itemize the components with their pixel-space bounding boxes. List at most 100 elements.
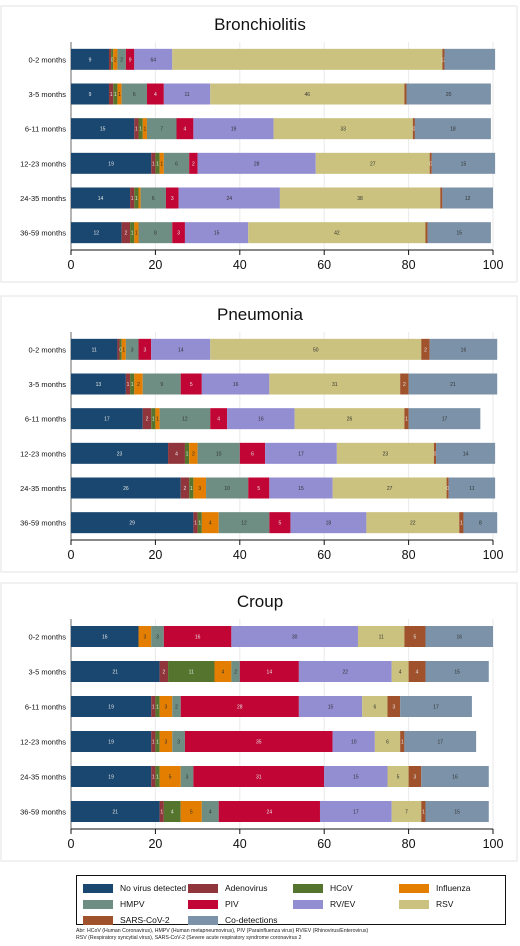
- bar-segment-co-detections: [425, 626, 493, 647]
- data-label: 1: [139, 127, 142, 133]
- bar-segment-rsv: [269, 373, 401, 395]
- data-label: 0: [446, 486, 449, 492]
- bar-segment-hcov: [138, 118, 143, 140]
- bar-segment-rv-ev: [184, 222, 249, 244]
- bar-segment-co-detections: [425, 661, 489, 682]
- legend-label: Adenovirus: [225, 883, 268, 893]
- legend-swatch: [188, 883, 218, 893]
- legend-label: SARS-CoV-2: [120, 915, 170, 925]
- bar-segment-sars-cov-2: [408, 661, 426, 682]
- data-label: 3: [177, 231, 180, 237]
- bar-segment-piv: [180, 696, 299, 717]
- data-label: 15: [461, 161, 467, 167]
- bar-segment-rv-ev: [269, 477, 333, 499]
- legend-label: HMPV: [120, 899, 145, 909]
- bar-segment-piv: [125, 48, 135, 70]
- bar-segment-hmpv: [146, 118, 177, 140]
- bar-segment-hmpv: [172, 696, 181, 717]
- category-label: 24-35 months: [20, 773, 66, 782]
- x-tick-label: 60: [317, 548, 331, 562]
- data-label: 19: [231, 127, 237, 133]
- x-tick-label: 0: [68, 837, 75, 851]
- legend-item-hmpv: HMPV: [83, 899, 145, 909]
- legend-label: Co-detections: [225, 915, 278, 925]
- bar-segment-rv-ev: [298, 696, 363, 717]
- bar-segment-sars-cov-2: [459, 512, 464, 534]
- x-tick-label: 40: [233, 258, 247, 272]
- bar-segment-influenza: [155, 408, 160, 430]
- data-label: 7: [160, 127, 163, 133]
- data-label: 46: [305, 92, 311, 98]
- data-label: 13: [96, 382, 102, 388]
- data-label: 10: [224, 486, 230, 492]
- bar-segment-no-virus-detected: [71, 83, 109, 105]
- data-label: 9: [89, 57, 92, 63]
- bar-segment-sars-cov-2: [440, 187, 443, 209]
- data-label: 27: [370, 161, 376, 167]
- data-label: 5: [397, 775, 400, 781]
- category-label: 6-11 months: [25, 125, 66, 134]
- data-label: 15: [100, 127, 106, 133]
- bar-segment-piv: [165, 187, 179, 209]
- data-label: 23: [383, 451, 389, 457]
- data-label: 16: [461, 347, 467, 353]
- x-tick-label: 0: [68, 258, 75, 272]
- bar-segment-rsv: [273, 118, 413, 140]
- bar-segment-sars-cov-2: [421, 801, 426, 822]
- data-label: 1: [143, 127, 146, 133]
- bar-segment-no-virus-detected: [71, 801, 160, 822]
- x-tick-label: 80: [402, 548, 416, 562]
- bar-segment-adenovirus: [180, 477, 190, 499]
- bar-segment-no-virus-detected: [71, 222, 122, 244]
- data-label: 4: [209, 521, 212, 527]
- bar-segment-sars-cov-2: [412, 118, 415, 140]
- bar-segment-no-virus-detected: [71, 696, 152, 717]
- data-label: 11: [379, 635, 384, 641]
- bar-segment-influenza: [159, 766, 181, 787]
- data-label: 11: [184, 92, 189, 98]
- data-label: 5: [278, 521, 281, 527]
- bar-segment-co-detections: [425, 801, 489, 822]
- data-label: 21: [113, 670, 119, 676]
- data-label: 4: [399, 670, 402, 676]
- data-label: 3: [414, 775, 417, 781]
- data-label: 21: [113, 810, 119, 816]
- bar-segment-co-detections: [400, 696, 472, 717]
- bar-segment-sars-cov-2: [400, 731, 405, 752]
- bar-segment-adenovirus: [151, 152, 156, 174]
- bar-segment-influenza: [121, 338, 126, 360]
- data-label: 17: [353, 810, 359, 816]
- data-label: 16: [452, 775, 458, 781]
- data-label: 1: [460, 521, 463, 527]
- data-label: 10: [216, 451, 222, 457]
- bar-segment-rv-ev: [197, 152, 316, 174]
- data-label: 18: [326, 521, 332, 527]
- x-tick-label: 0: [68, 548, 75, 562]
- data-label: 23: [117, 451, 123, 457]
- legend-item-co-detections: Co-detections: [188, 915, 277, 925]
- bar-segment-rsv: [210, 338, 422, 360]
- data-label: 3: [131, 347, 134, 353]
- data-label: 5: [414, 635, 417, 641]
- bar-segment-piv: [193, 766, 325, 787]
- bar-segment-adenovirus: [151, 731, 156, 752]
- data-label: 2: [184, 486, 187, 492]
- data-label: 6: [251, 451, 254, 457]
- bar-segment-piv: [180, 373, 202, 395]
- bar-segment-influenza: [138, 626, 152, 647]
- data-label: 9: [129, 57, 132, 63]
- data-label: 6: [133, 92, 136, 98]
- bar-segment-rv-ev: [265, 442, 337, 464]
- bar-segment-adenovirus: [117, 338, 120, 360]
- legend-label: PIV: [225, 899, 239, 909]
- data-label: 2: [192, 161, 195, 167]
- legend-item-sars-cov-2: SARS-CoV-2: [83, 915, 170, 925]
- bar-segment-piv: [146, 83, 164, 105]
- bar-segment-hmpv: [151, 626, 164, 647]
- data-label: 1: [156, 417, 159, 423]
- category-label: 6-11 months: [25, 703, 66, 712]
- data-label: 0: [119, 347, 122, 353]
- bar-segment-hcov: [151, 408, 156, 430]
